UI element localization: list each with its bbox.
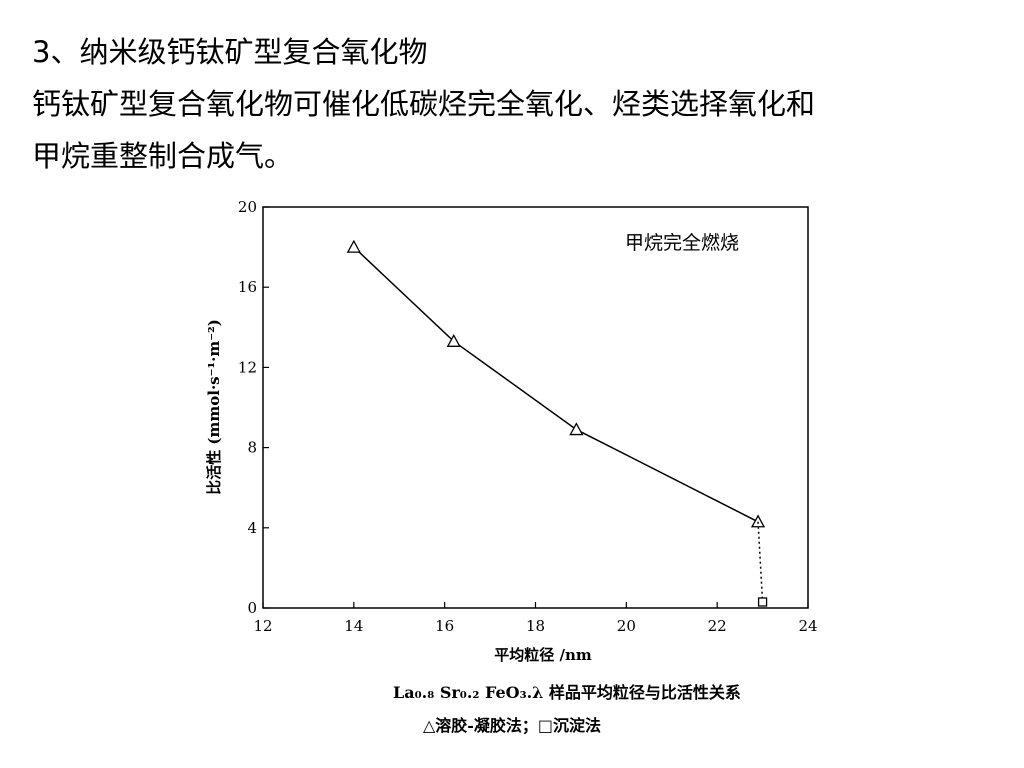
slide-text: 3、纳米级钙钛矿型复合氧化物 钙钛矿型复合氧化物可催化低碳烃完全氧化、烃类选择氧… xyxy=(32,26,992,182)
square-marker xyxy=(757,597,768,607)
y-tick-label: 8 xyxy=(247,439,257,457)
y-tick-label: 16 xyxy=(238,278,257,296)
slide-heading: 3、纳米级钙钛矿型复合氧化物 xyxy=(32,35,428,69)
slide-body-line-2: 甲烷重整制合成气。 xyxy=(32,139,294,173)
x-tick-label: 22 xyxy=(708,617,727,635)
x-tick-label: 16 xyxy=(435,617,454,635)
slide-body-line-1: 钙钛矿型复合氧化物可催化低碳烃完全氧化、烃类选择氧化和 xyxy=(32,87,816,121)
series-line xyxy=(353,246,759,523)
plot-frame xyxy=(262,206,809,609)
y-axis-ticks: 0 4 8 12 16 20 xyxy=(238,198,269,617)
chart-caption-line-1: La₀.₈ Sr₀.₂ FeO₃.λ 样品平均粒径与比活性关系 xyxy=(393,683,741,702)
x-tick-label: 20 xyxy=(617,617,636,635)
y-tick-label: 12 xyxy=(238,358,257,376)
x-axis-ticks: 12 14 16 18 20 22 24 xyxy=(253,602,818,635)
triangle-marker xyxy=(750,514,766,528)
data-series xyxy=(346,239,768,607)
x-tick-label: 12 xyxy=(253,617,272,635)
y-axis-title: 比活性 (mmol·s⁻¹·m⁻²) xyxy=(205,319,223,495)
plot-annotation: 甲烷完全燃烧 xyxy=(625,232,739,254)
triangle-marker xyxy=(446,333,461,347)
x-tick-label: 18 xyxy=(526,617,545,635)
chart-caption-line-2: △溶胶-凝胶法；□沉淀法 xyxy=(423,716,601,735)
triangle-marker xyxy=(346,239,361,253)
triangle-marker xyxy=(569,422,584,436)
series-line xyxy=(757,521,764,603)
x-tick-label: 14 xyxy=(344,617,363,635)
x-axis-title: 平均粒径 /nm xyxy=(494,646,592,664)
y-tick-label: 20 xyxy=(238,198,257,216)
x-tick-label: 24 xyxy=(798,617,817,635)
y-tick-label: 4 xyxy=(247,519,257,537)
y-tick-label: 0 xyxy=(247,599,257,617)
